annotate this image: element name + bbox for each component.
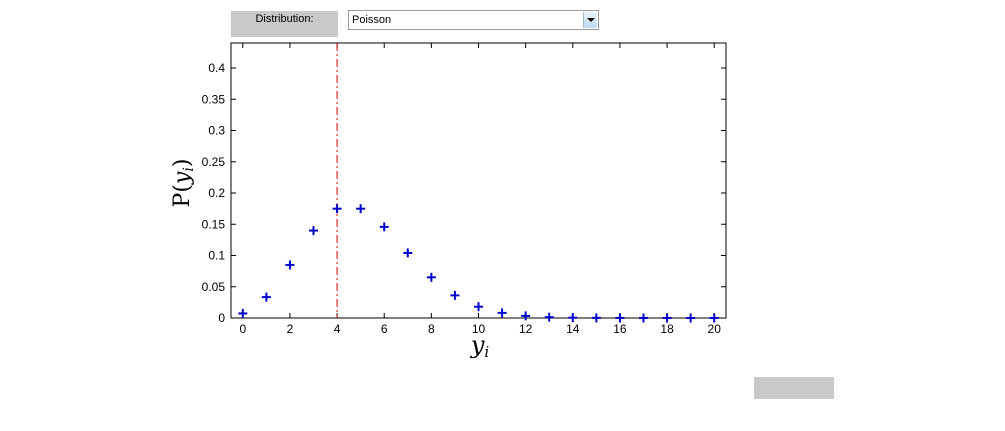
y-axis-label: P(yi): [170, 159, 197, 208]
data-point: [309, 226, 318, 236]
x-tick-label: 8: [428, 322, 435, 336]
distribution-label-text: Distribution:: [255, 13, 314, 25]
data-point: [426, 272, 436, 282]
x-tick-label: 12: [519, 322, 533, 336]
data-point: [686, 313, 696, 323]
distribution-select[interactable]: Poisson: [348, 10, 599, 30]
y-tick-label: 0.25: [202, 155, 226, 169]
data-point: [615, 313, 625, 323]
data-point: [591, 313, 601, 323]
data-point: [662, 313, 672, 323]
data-point: [379, 222, 389, 232]
y-tick-label: 0.1: [208, 249, 225, 263]
y-tick-label: 0.05: [202, 280, 226, 294]
x-tick-label: 6: [381, 322, 388, 336]
y-tick-label: 0.35: [202, 92, 226, 106]
y-tick-label: 0.4: [208, 61, 225, 75]
data-point: [709, 313, 719, 323]
data-point: [332, 204, 342, 214]
x-tick-label: 16: [613, 322, 627, 336]
x-tick-label: 2: [287, 322, 294, 336]
data-point: [356, 204, 366, 214]
y-tick-label: 0.3: [208, 124, 225, 138]
x-tick-label: 4: [334, 322, 341, 336]
data-point: [403, 248, 413, 258]
x-tick-label: 20: [708, 322, 722, 336]
action-button[interactable]: [754, 377, 834, 399]
x-axis: 0 2 4 6 8 10 12 14 16 18 20: [239, 43, 721, 336]
data-markers: [238, 204, 719, 323]
data-point: [639, 313, 648, 323]
y-tick-label: 0: [218, 311, 225, 325]
data-point: [450, 290, 460, 300]
x-tick-label: 10: [472, 322, 486, 336]
plot-area: [230, 42, 727, 319]
x-tick-label: 18: [660, 322, 674, 336]
data-point: [285, 260, 295, 270]
x-axis-label: yi: [470, 331, 490, 361]
y-tick-label: 0.15: [202, 217, 226, 231]
x-tick-label: 14: [566, 322, 580, 336]
y-axis: 0 0.05 0.1 0.15 0.2 0.25 0.3 0.35 0.4: [202, 61, 726, 325]
data-point: [521, 311, 531, 321]
data-point: [474, 302, 483, 312]
data-point: [497, 308, 507, 318]
data-point: [544, 312, 554, 322]
x-tick-label: 0: [239, 322, 246, 336]
data-point: [261, 292, 271, 302]
distribution-select-value: Poisson: [352, 14, 392, 26]
y-tick-label: 0.2: [208, 186, 225, 200]
chevron-down-icon[interactable]: [583, 12, 597, 28]
data-point: [568, 313, 578, 323]
data-point: [238, 308, 248, 318]
distribution-label: Distribution:: [231, 11, 338, 37]
